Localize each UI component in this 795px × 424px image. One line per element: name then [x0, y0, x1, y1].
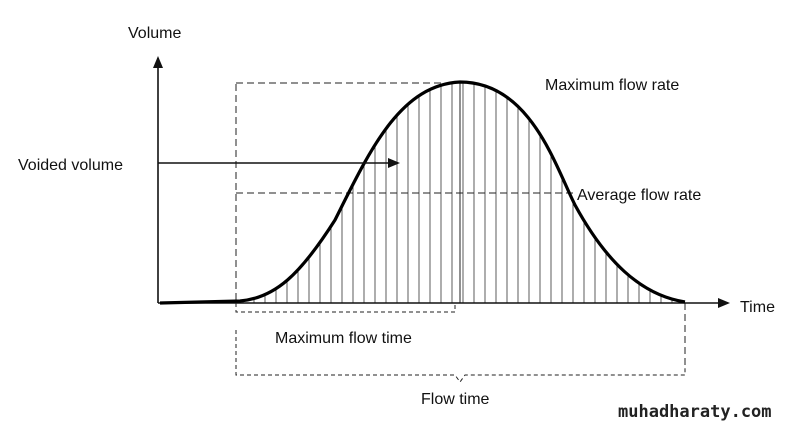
max-flow-time-brace [235, 303, 456, 313]
watermark: muhadharaty.com [618, 402, 772, 422]
y-axis-label: Volume [128, 25, 181, 42]
max-flow-rate-label: Maximum flow rate [545, 77, 679, 94]
flow-time-brace [235, 330, 686, 383]
flow-time-label: Flow time [421, 391, 490, 408]
average-flow-rate-label: Average flow rate [577, 187, 701, 204]
max-flow-time-label: Maximum flow time [275, 330, 412, 347]
voided-volume-label: Voided volume [18, 157, 123, 174]
x-axis-label: Time [740, 299, 775, 316]
flow-curve [159, 80, 686, 305]
